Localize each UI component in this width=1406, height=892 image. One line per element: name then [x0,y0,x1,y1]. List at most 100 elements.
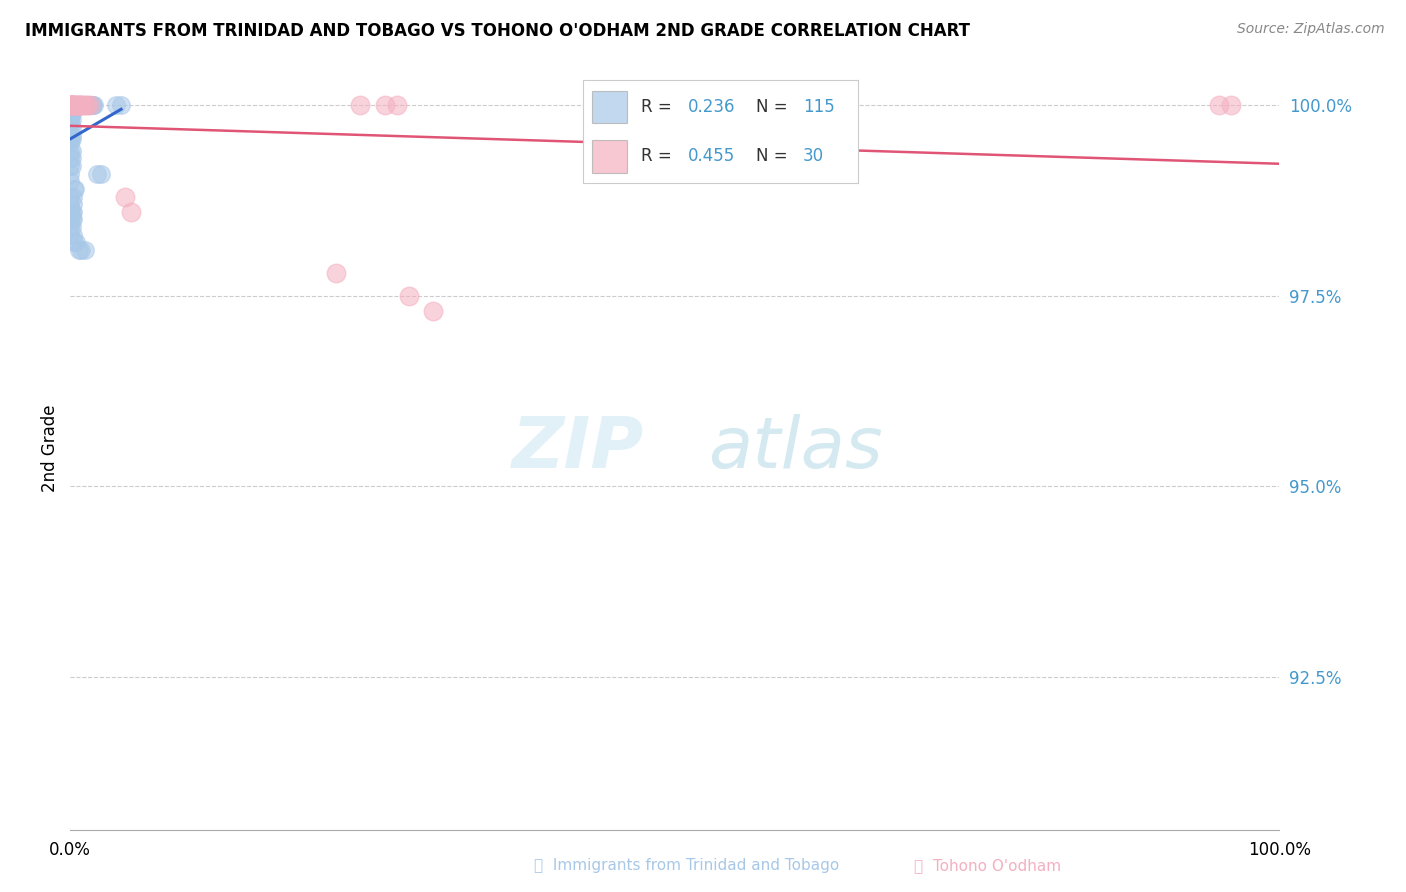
Point [69,98,91,112]
Point [59,98,82,112]
Point [60,120,83,135]
Point [63,98,86,112]
Point [60,152,83,166]
Point [67,98,90,112]
Point [59,98,82,112]
Point [62,98,84,112]
Point [59,98,82,112]
Point [62,212,84,227]
Point [60,159,83,173]
Point [60,144,83,158]
Point [60,220,83,235]
Point [59,98,82,112]
Point [60,204,83,219]
Bar [592,140,627,173]
Point [60,98,83,112]
Point [59,98,82,112]
Point [70,98,93,112]
Point [63,98,86,112]
Point [60,98,83,112]
Point [79,98,101,112]
Point [82,98,104,112]
Point [59,152,82,166]
Point [63,98,86,112]
Point [114,189,136,203]
Point [76,98,98,112]
Point [59,98,82,112]
Point [65,235,87,250]
Point [59,113,82,128]
Point [60,113,83,128]
Point [59,167,82,181]
Point [59,98,82,112]
Point [67,243,90,257]
Point [59,98,82,112]
Point [59,144,82,158]
Point [65,98,87,112]
Y-axis label: 2nd Grade: 2nd Grade [41,404,59,492]
Point [90,167,111,181]
Point [62,98,84,112]
Point [60,105,83,120]
Point [83,98,105,112]
Point [59,204,82,219]
Point [60,98,83,112]
Text: R =: R = [641,98,678,116]
Point [59,98,82,112]
Point [349,98,371,112]
Point [59,98,82,112]
Text: ⬛  Immigrants from Trinidad and Tobago: ⬛ Immigrants from Trinidad and Tobago [534,858,839,872]
Point [70,98,93,112]
Point [59,120,82,135]
Point [60,98,83,112]
Point [59,98,82,112]
Point [72,98,94,112]
Bar [592,91,627,123]
Point [120,204,142,219]
Point [59,197,82,211]
Point [63,98,86,112]
Text: R =: R = [641,147,678,165]
Point [65,98,87,112]
Point [62,98,84,112]
Point [60,98,83,112]
Point [66,98,89,112]
Point [67,98,90,112]
Text: ZIP: ZIP [512,414,644,483]
Point [1220,98,1243,112]
Point [77,98,100,112]
Point [79,98,101,112]
Point [62,98,84,112]
Point [65,98,87,112]
Point [67,98,90,112]
Point [69,98,91,112]
Point [59,98,82,112]
Point [63,98,86,112]
Point [59,189,82,203]
Text: IMMIGRANTS FROM TRINIDAD AND TOBAGO VS TOHONO O'ODHAM 2ND GRADE CORRELATION CHAR: IMMIGRANTS FROM TRINIDAD AND TOBAGO VS T… [25,22,970,40]
Point [59,98,82,112]
Point [66,98,89,112]
Point [63,235,86,250]
Point [59,98,82,112]
Point [59,212,82,227]
Point [62,98,84,112]
Text: atlas: atlas [709,414,883,483]
Point [86,167,108,181]
Point [422,304,444,318]
Point [60,98,83,112]
Point [69,98,91,112]
Point [76,98,98,112]
Text: 115: 115 [803,98,835,116]
Point [59,98,82,112]
Point [62,98,84,112]
Point [59,98,82,112]
Point [59,98,82,112]
Point [59,159,82,173]
Point [59,174,82,188]
Point [59,98,82,112]
Point [63,98,86,112]
Point [60,105,83,120]
Point [70,243,93,257]
Point [59,105,82,120]
